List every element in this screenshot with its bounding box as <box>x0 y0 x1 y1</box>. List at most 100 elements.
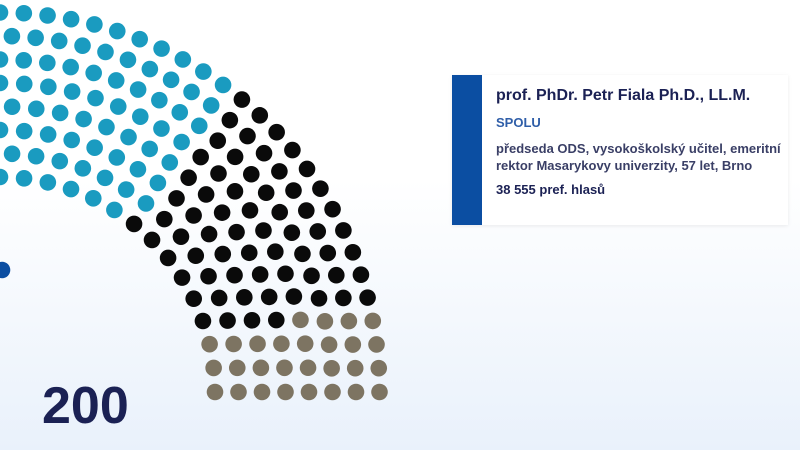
seat[interactable] <box>320 336 338 353</box>
seat[interactable] <box>197 186 215 203</box>
seat[interactable] <box>323 359 340 377</box>
seat[interactable] <box>324 200 341 218</box>
seat[interactable] <box>298 202 315 219</box>
seat[interactable] <box>209 132 227 150</box>
seat[interactable] <box>364 312 382 330</box>
seat[interactable] <box>370 359 388 377</box>
seat[interactable] <box>0 121 9 139</box>
seat[interactable] <box>171 103 189 121</box>
seat[interactable] <box>298 160 316 178</box>
seat[interactable] <box>221 111 239 129</box>
seat[interactable] <box>201 335 218 353</box>
seat[interactable] <box>149 174 167 192</box>
seat[interactable] <box>51 104 69 122</box>
seat[interactable] <box>300 383 318 401</box>
seat[interactable] <box>284 141 301 159</box>
seat[interactable] <box>328 266 345 284</box>
seat[interactable] <box>3 27 21 45</box>
seat[interactable] <box>131 30 149 48</box>
seat[interactable] <box>161 154 179 171</box>
seat[interactable] <box>131 108 149 125</box>
seat[interactable] <box>239 127 256 145</box>
seat[interactable] <box>257 184 275 202</box>
seat[interactable] <box>185 207 202 224</box>
seat[interactable] <box>86 139 103 156</box>
seat[interactable] <box>120 128 137 146</box>
seat[interactable] <box>51 152 69 170</box>
seat[interactable] <box>214 245 232 263</box>
seat[interactable] <box>106 201 123 219</box>
seat[interactable] <box>129 160 147 178</box>
seat[interactable] <box>267 243 284 261</box>
seat[interactable] <box>62 180 80 198</box>
seat[interactable] <box>324 383 341 401</box>
seat[interactable] <box>200 225 218 243</box>
seat[interactable] <box>200 267 217 285</box>
seat[interactable] <box>228 359 246 377</box>
seat[interactable] <box>251 107 269 124</box>
seat[interactable] <box>195 63 212 80</box>
seat[interactable] <box>226 266 243 284</box>
seat[interactable] <box>194 312 212 330</box>
seat[interactable] <box>3 98 21 116</box>
seat[interactable] <box>39 7 56 24</box>
seat[interactable] <box>206 383 224 401</box>
seat[interactable] <box>312 180 329 197</box>
seat[interactable] <box>285 288 303 305</box>
seat[interactable] <box>153 40 170 57</box>
seat[interactable] <box>359 289 376 306</box>
seat[interactable] <box>190 117 208 135</box>
seat[interactable] <box>210 165 227 182</box>
seat[interactable] <box>187 247 205 265</box>
seat[interactable] <box>309 223 327 240</box>
seat[interactable] <box>108 149 126 166</box>
seat[interactable] <box>141 60 159 78</box>
seat[interactable] <box>205 359 222 377</box>
seat[interactable] <box>347 383 365 401</box>
seat[interactable] <box>84 189 102 207</box>
seat[interactable] <box>213 204 231 221</box>
seat[interactable] <box>137 195 155 212</box>
seat[interactable] <box>368 336 385 353</box>
seat[interactable] <box>283 224 301 241</box>
seat[interactable] <box>125 215 143 233</box>
seat[interactable] <box>109 98 127 115</box>
seat[interactable] <box>233 91 251 108</box>
seat[interactable] <box>260 288 278 306</box>
seat[interactable] <box>27 147 45 165</box>
seat[interactable] <box>107 72 125 89</box>
seat[interactable] <box>0 51 9 68</box>
seat[interactable] <box>255 144 273 162</box>
seat[interactable] <box>63 83 81 100</box>
seat[interactable] <box>255 222 272 239</box>
seat[interactable] <box>86 16 103 33</box>
seat[interactable] <box>87 89 104 107</box>
seat[interactable] <box>310 290 328 307</box>
seat[interactable] <box>268 123 285 141</box>
seat[interactable] <box>62 58 79 76</box>
seat[interactable] <box>226 183 244 200</box>
seat[interactable] <box>156 210 173 228</box>
seat[interactable] <box>15 122 33 140</box>
seat[interactable] <box>236 289 253 306</box>
seat[interactable] <box>241 202 259 219</box>
seat[interactable] <box>252 359 270 377</box>
seat[interactable] <box>15 52 33 69</box>
seat[interactable] <box>143 231 161 249</box>
seat[interactable] <box>173 269 191 286</box>
seat[interactable] <box>117 181 135 198</box>
seat[interactable] <box>74 37 91 54</box>
seat[interactable] <box>185 290 203 308</box>
seat[interactable] <box>98 118 115 136</box>
seat[interactable] <box>40 78 57 96</box>
seat[interactable] <box>344 243 362 261</box>
seat[interactable] <box>0 168 9 186</box>
seat[interactable] <box>151 91 168 109</box>
seat[interactable] <box>346 359 364 377</box>
seat[interactable] <box>253 383 271 401</box>
seat[interactable] <box>172 228 190 245</box>
seat[interactable] <box>39 174 57 191</box>
seat[interactable] <box>153 120 170 137</box>
seat[interactable] <box>27 29 44 47</box>
seat[interactable] <box>277 383 294 401</box>
